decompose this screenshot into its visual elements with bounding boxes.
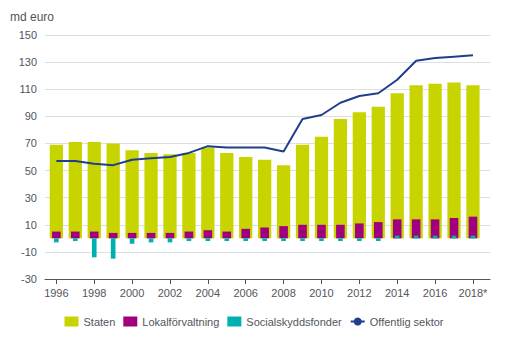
svg-text:2014: 2014 [385,287,409,299]
svg-text:Staten: Staten [83,316,115,328]
svg-text:150: 150 [19,29,37,41]
svg-text:110: 110 [19,83,37,95]
svg-text:30: 30 [25,192,37,204]
svg-text:Lokalförvaltning: Lokalförvaltning [142,316,219,328]
svg-text:50: 50 [25,165,37,177]
svg-text:2010: 2010 [309,287,333,299]
svg-text:Socialskyddsfonder: Socialskyddsfonder [246,316,342,328]
svg-text:2008: 2008 [271,287,295,299]
svg-text:2006: 2006 [233,287,257,299]
svg-text:1998: 1998 [82,287,106,299]
svg-text:md euro: md euro [10,10,54,24]
svg-text:2016: 2016 [423,287,447,299]
svg-text:2018*: 2018* [459,287,488,299]
svg-text:Offentlig sektor: Offentlig sektor [370,316,444,328]
svg-text:2000: 2000 [120,287,144,299]
svg-text:70: 70 [25,137,37,149]
svg-text:10: 10 [25,219,37,231]
svg-text:2012: 2012 [347,287,371,299]
svg-text:130: 130 [19,56,37,68]
svg-text:1996: 1996 [44,287,68,299]
svg-text:90: 90 [25,110,37,122]
svg-text:-10: -10 [21,246,37,258]
svg-text:-30: -30 [21,273,37,285]
svg-text:2002: 2002 [158,287,182,299]
svg-text:2004: 2004 [196,287,220,299]
